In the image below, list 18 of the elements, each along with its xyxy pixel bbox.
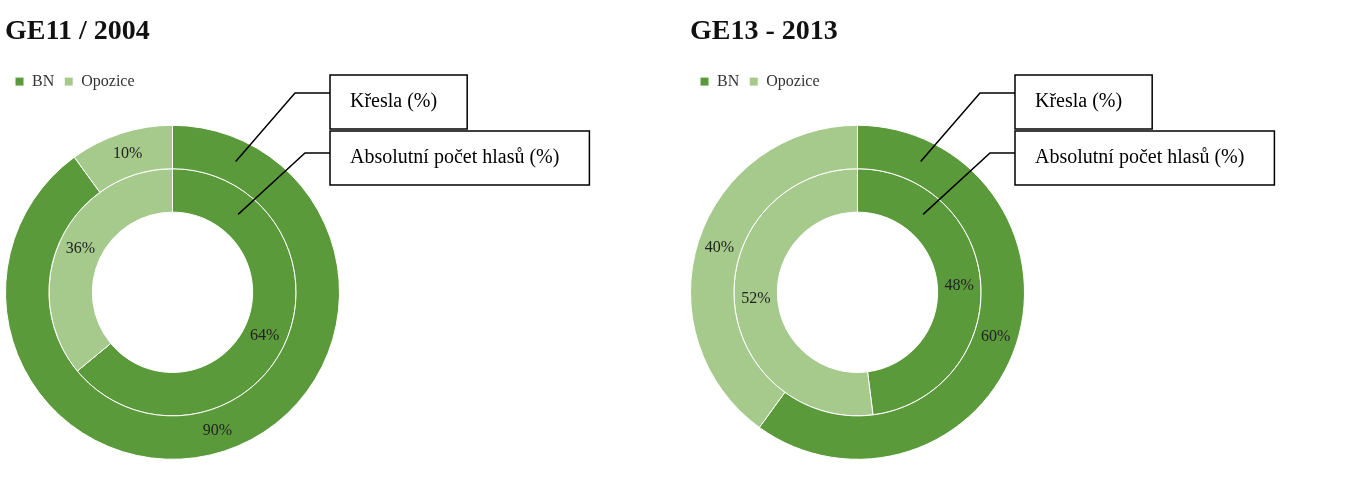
data-label: 60%	[981, 327, 1011, 345]
slice-label: Absolutní počet hlasů (%)	[350, 145, 560, 169]
data-label: 36%	[65, 239, 95, 257]
slice-label: Křesla (%)	[1035, 89, 1123, 113]
chart-title: GE13 - 2013	[690, 14, 838, 46]
slice-label: Křesla (%)	[350, 89, 438, 113]
legend-label: BN	[32, 71, 55, 89]
chart-title: GE11 / 2004	[5, 14, 150, 46]
data-label: 90%	[202, 420, 233, 438]
data-label: 52%	[741, 288, 771, 306]
legend-label: Opozice	[766, 71, 820, 90]
legend-label: BN	[717, 71, 740, 89]
data-label: 48%	[944, 276, 974, 294]
data-label: 64%	[250, 325, 280, 343]
data-label: 10%	[112, 144, 143, 162]
slice-label: Absolutní počet hlasů (%)	[1035, 145, 1245, 169]
legend-label: Opozice	[81, 71, 135, 90]
data-label: 40%	[704, 237, 734, 255]
